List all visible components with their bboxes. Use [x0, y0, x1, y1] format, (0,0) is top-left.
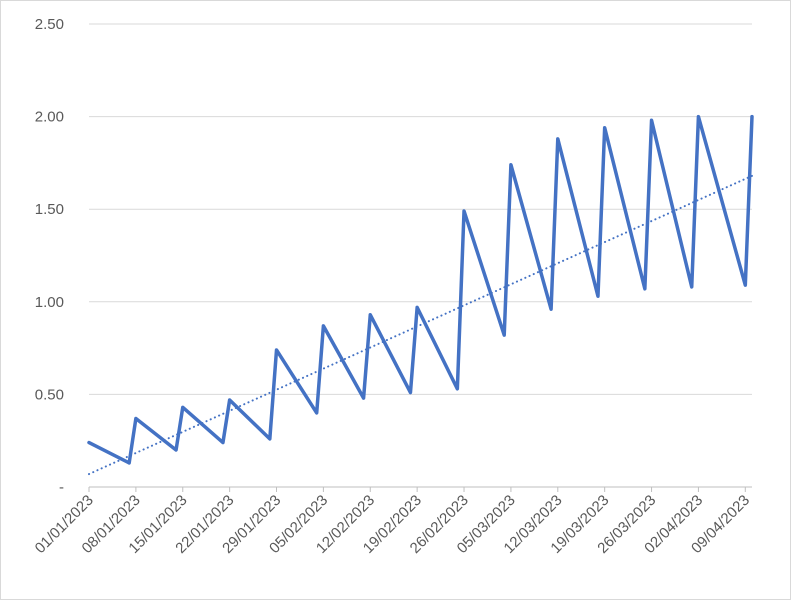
y-tick-label: -	[59, 479, 64, 496]
y-tick-label: 2.00	[35, 109, 64, 126]
trend-line	[88, 174, 753, 476]
y-tick-label: 2.50	[35, 16, 64, 33]
data-line	[87, 114, 754, 465]
y-tick-label: 1.50	[35, 201, 64, 218]
y-tick-label: 0.50	[35, 386, 64, 403]
y-tick-label: 1.00	[35, 294, 64, 311]
